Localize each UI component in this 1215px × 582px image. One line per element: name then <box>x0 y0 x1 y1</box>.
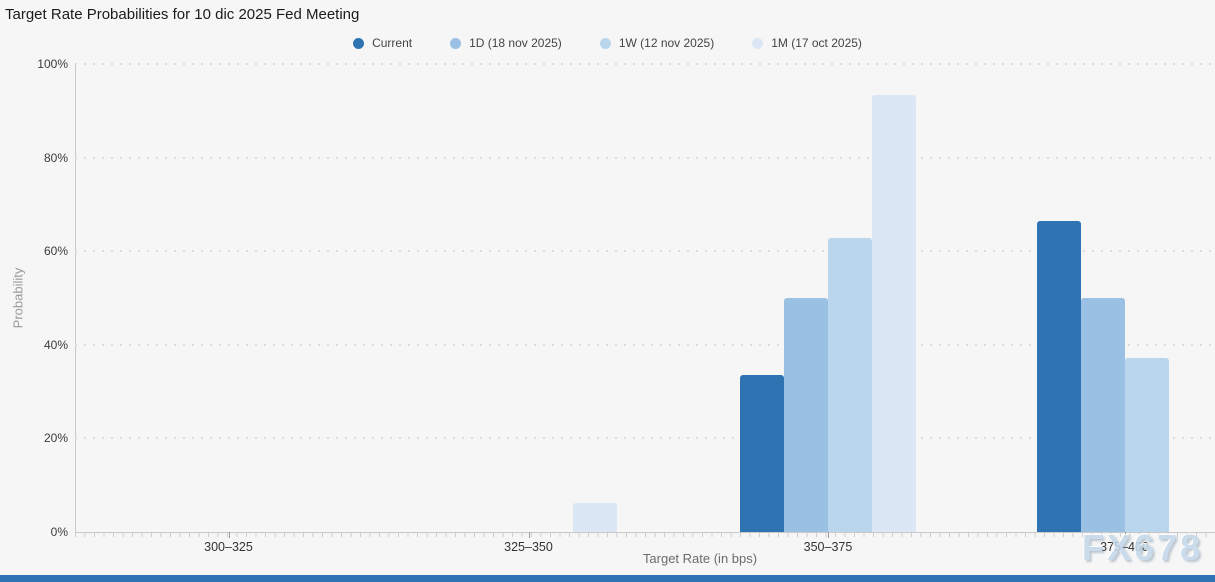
bar-1w-375–400[interactable] <box>1124 357 1169 532</box>
y-tick-label: 100% <box>37 57 68 71</box>
bottom-accent-bar <box>0 575 1215 582</box>
legend-dot-icon <box>752 37 764 49</box>
bar-1d-375–400[interactable] <box>1080 298 1125 532</box>
x-major-tick <box>528 532 530 538</box>
x-tick-label: 325–350 <box>504 540 553 554</box>
y-tick-label: 80% <box>43 150 68 165</box>
legend-label: 1W (12 nov 2025) <box>618 36 715 50</box>
x-major-tick <box>228 532 230 538</box>
legend-label: 1M (17 oct 2025) <box>771 36 862 50</box>
legend-dot-icon <box>353 37 365 49</box>
y-axis-title: Probability <box>10 267 26 329</box>
legend-item-current[interactable]: Current <box>353 36 412 50</box>
gridline-60 <box>75 250 1215 253</box>
legend-label: Current <box>372 36 413 50</box>
legend-dot-icon <box>450 37 462 49</box>
legend-label: 1D (18 nov 2025) <box>469 36 562 50</box>
legend-item-1d[interactable]: 1D (18 nov 2025) <box>450 36 562 50</box>
x-tick-label: 300–325 <box>204 540 253 554</box>
x-tick-label: 350–375 <box>803 540 853 554</box>
x-tick-label: 375–400 <box>1100 540 1149 554</box>
x-axis-line <box>75 532 1215 533</box>
gridline-80 <box>75 156 1215 159</box>
chart-title: Target Rate Probabilities for 10 dic 202… <box>5 6 360 23</box>
legend-item-1m[interactable]: 1M (17 oct 2025) <box>752 36 862 50</box>
y-tick-label: 40% <box>43 337 68 352</box>
gridline-40 <box>75 343 1215 346</box>
bar-1m-350–375[interactable] <box>872 95 916 532</box>
bar-1w-350–375[interactable] <box>828 238 872 532</box>
legend-item-1w[interactable]: 1W (12 nov 2025) <box>599 36 715 50</box>
y-tick-label: 20% <box>43 431 68 446</box>
x-major-tick <box>1124 532 1126 538</box>
fx678-watermark: FX678 <box>1082 527 1204 568</box>
bar-1d-350–375[interactable] <box>784 297 828 532</box>
bar-current-350–375[interactable] <box>740 375 784 532</box>
gridline-20 <box>75 437 1215 440</box>
x-axis-title: Target Rate (in bps) <box>642 551 758 566</box>
legend: Current 1D (18 nov 2025) 1W (12 nov 2025) 1… <box>0 36 1215 50</box>
bar-current-375–400[interactable] <box>1036 220 1081 532</box>
x-major-tick <box>828 532 829 538</box>
bar-1m-325–350[interactable] <box>572 502 617 532</box>
gridline-100 <box>75 63 1215 65</box>
y-tick-label: 0% <box>50 525 68 539</box>
legend-dot-icon <box>599 37 611 49</box>
y-axis-line <box>75 64 76 532</box>
y-tick-label: 60% <box>43 244 68 259</box>
x-axis-minor-ticks <box>75 533 1215 537</box>
